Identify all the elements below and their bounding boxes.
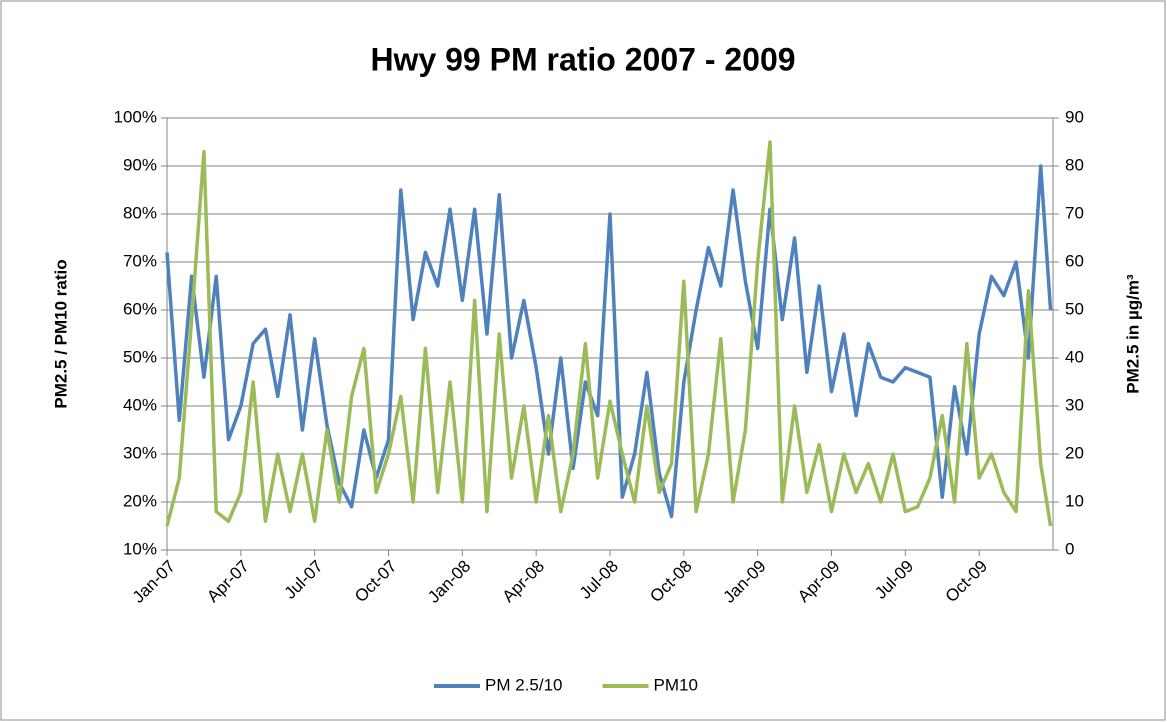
series-line [165,164,1053,519]
y-tick-label: 10% [123,539,157,558]
series-line [165,140,1053,527]
y2-tick-label: 90 [1065,107,1084,126]
y-tick-label: 100% [114,107,157,126]
y-tick-label: 80% [123,203,157,222]
y2-tick-label: 70 [1065,203,1084,222]
y2-tick-label: 20 [1065,443,1084,462]
y2-tick-label: 80 [1065,155,1084,174]
y2-tick-label: 50 [1065,299,1084,318]
y2-tick-label: 30 [1065,395,1084,414]
y-tick-label: 60% [123,299,157,318]
y2-tick-label: 60 [1065,251,1084,270]
y2-tick-label: 40 [1065,347,1084,366]
y2-tick-label: 10 [1065,491,1084,510]
y2-tick-label: 0 [1065,539,1074,558]
y-tick-label: 40% [123,395,157,414]
y-tick-label: 30% [123,443,157,462]
legend-label: PM 2.5/10 [485,675,563,694]
y-tick-label: 20% [123,491,157,510]
y-axis-label: PM2.5 / PM10 ratio [51,259,70,408]
y-tick-label: 70% [123,251,157,270]
legend-label: PM10 [654,675,698,694]
y-tick-label: 50% [123,347,157,366]
y-tick-label: 90% [123,155,157,174]
y2-axis-label: PM2.5 in µg/m³ [1123,274,1142,394]
chart-title: Hwy 99 PM ratio 2007 - 2009 [370,41,795,77]
